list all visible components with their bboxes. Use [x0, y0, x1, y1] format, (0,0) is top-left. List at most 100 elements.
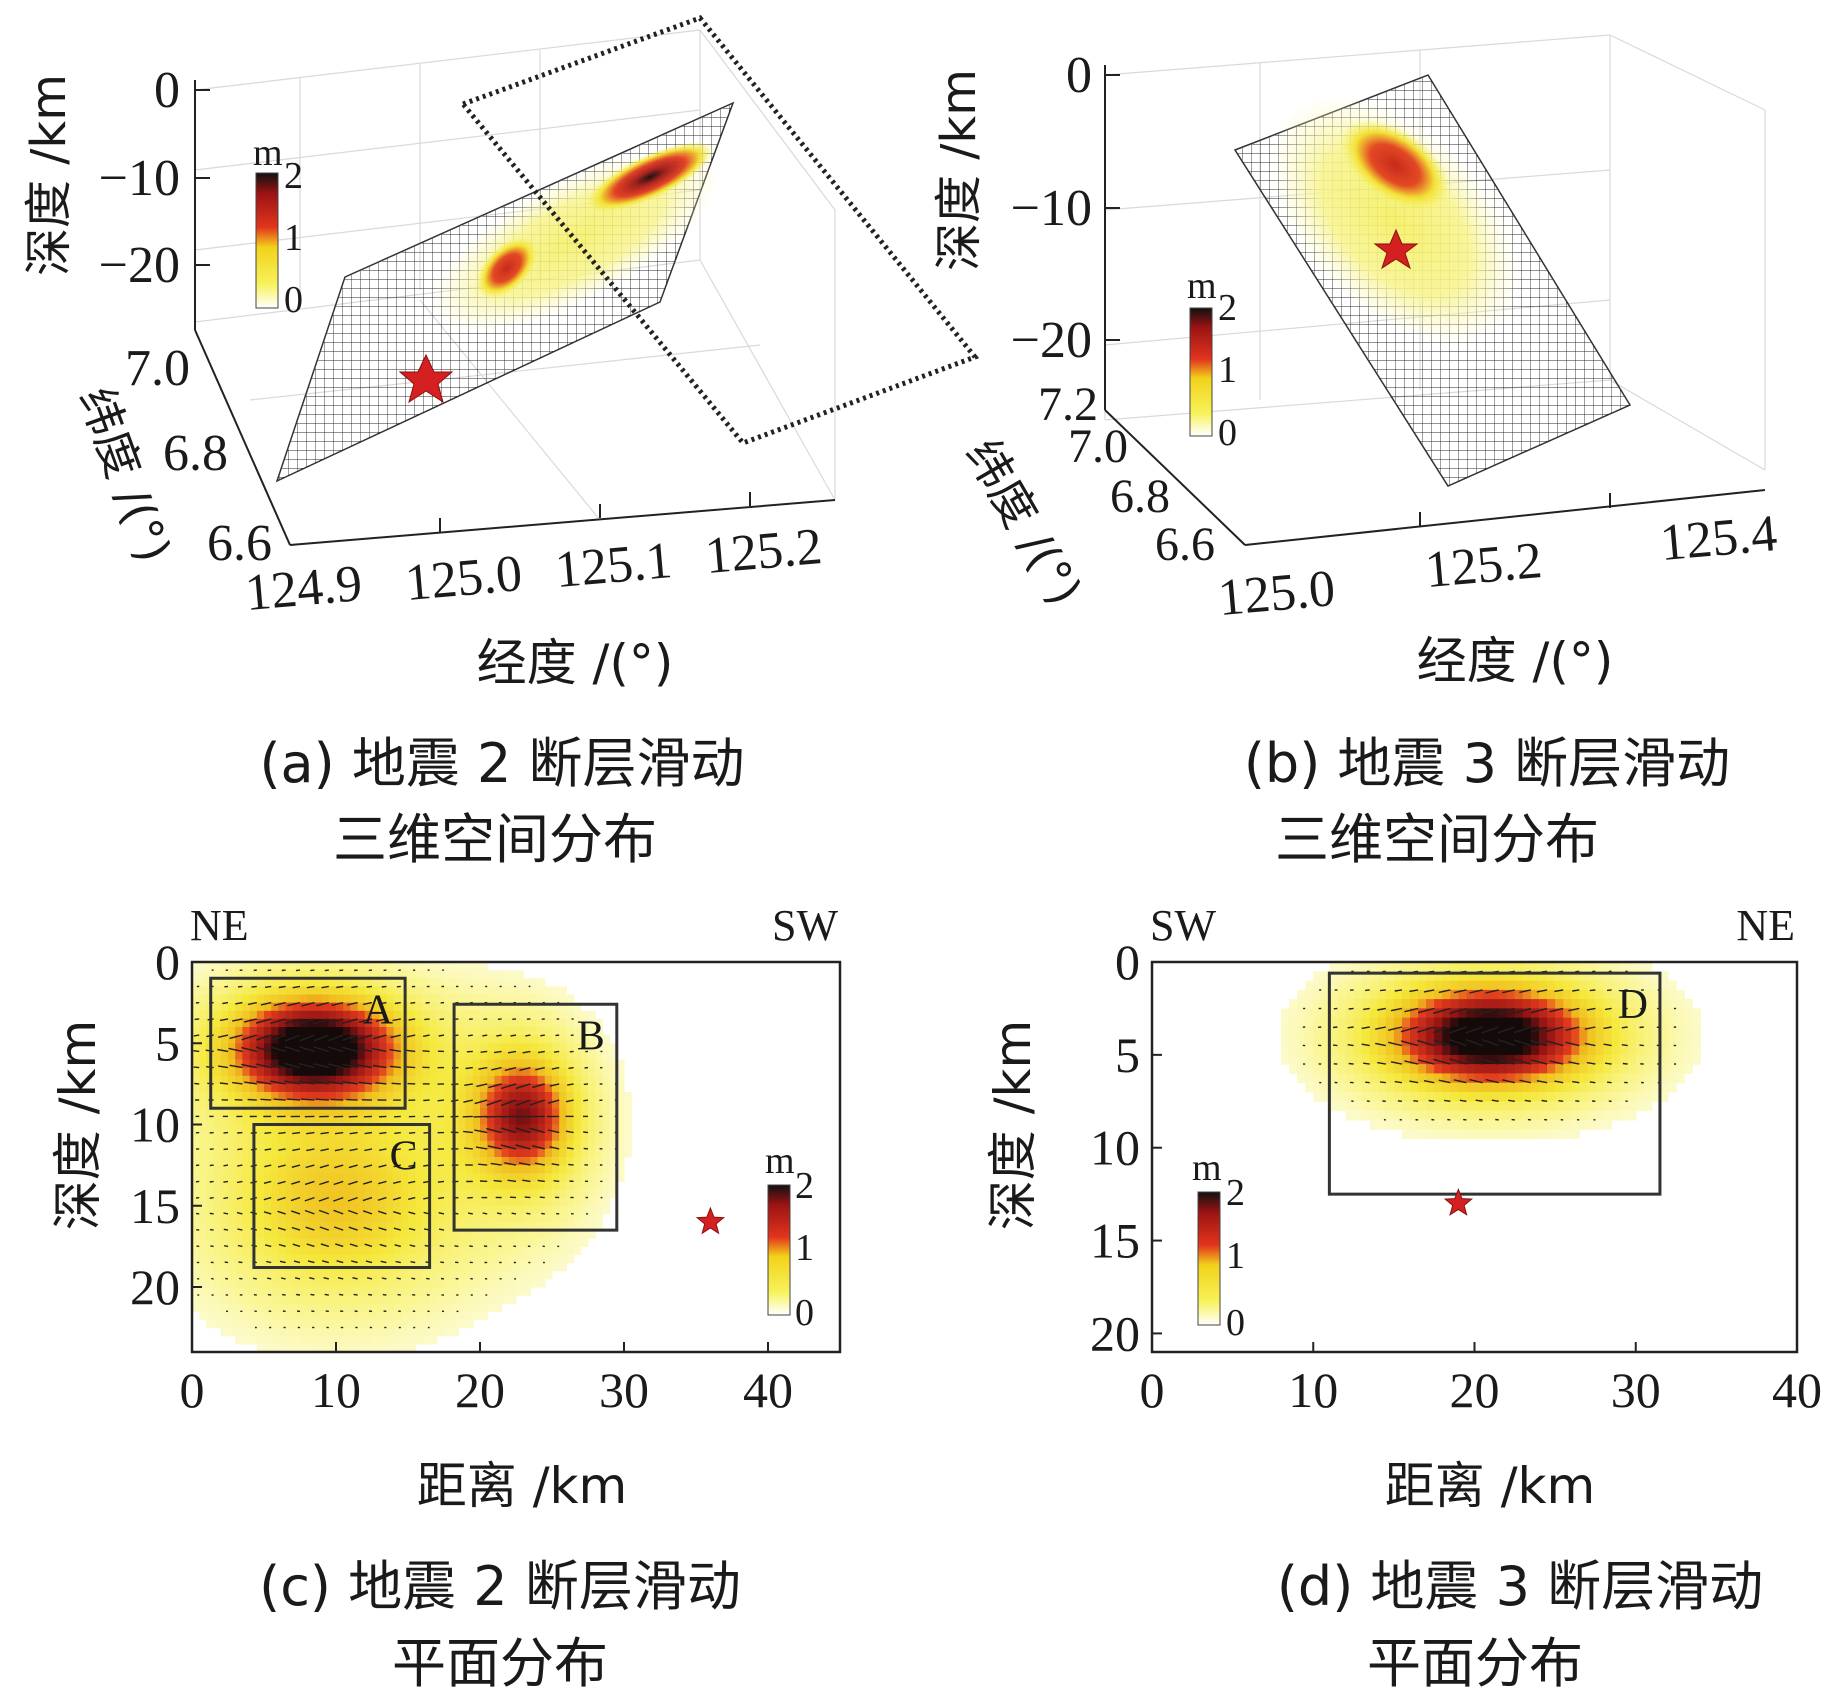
c-heat-cell — [444, 1010, 452, 1020]
c-heat-cell — [393, 1002, 402, 1012]
d-heat-cell — [1361, 1073, 1371, 1084]
c-heat-cell — [235, 1303, 243, 1312]
c-heat-cell — [242, 1173, 251, 1182]
panel-d-left-label: SW — [1150, 901, 1216, 950]
c-heat-cell — [379, 1035, 387, 1044]
c-heat-cell — [429, 1230, 438, 1239]
d-heat-cell — [1321, 1082, 1330, 1093]
d-heat-cell — [1668, 1008, 1677, 1019]
d-heat-cell — [1426, 1129, 1435, 1139]
c-heat-cell — [487, 1108, 495, 1117]
d-heat-cell — [1305, 1073, 1314, 1084]
d-heat-cell — [1401, 1064, 1411, 1074]
c-heat-cell — [314, 1335, 323, 1345]
c-heat-cell — [444, 1075, 452, 1085]
d-slip-vector — [1465, 1026, 1483, 1034]
d-heat-cell — [1659, 1092, 1669, 1102]
c-slip-vector — [318, 1209, 330, 1215]
d-heat-cell — [1522, 1110, 1532, 1121]
c-heat-cell — [487, 1213, 495, 1223]
c-heat-cell — [372, 1165, 380, 1174]
c-slip-vector — [526, 1212, 531, 1215]
c-heat-cell — [249, 1059, 258, 1069]
d-heat-cell — [1434, 1082, 1443, 1093]
c-heat-cell — [444, 1124, 452, 1134]
c-heat-cell — [494, 1148, 503, 1158]
d-x-tick-label: 20 — [1450, 1362, 1500, 1418]
c-heat-cell — [393, 1132, 402, 1142]
c-heat-cell — [285, 1230, 294, 1239]
d-slip-vector — [1513, 1058, 1532, 1065]
c-heat-cell — [292, 1018, 301, 1028]
c-slip-vector — [301, 1001, 315, 1007]
c-heat-cell — [422, 1035, 431, 1044]
d-heat-cell — [1474, 1101, 1484, 1112]
c-heat-cell — [192, 1027, 200, 1036]
c-slip-vector — [549, 1146, 560, 1150]
d-heat-cell — [1401, 1036, 1411, 1047]
d-heat-cell — [1337, 1036, 1347, 1047]
c-slip-vector — [342, 1046, 358, 1053]
c-heat-cell — [364, 994, 373, 1004]
c-heat-cell — [508, 1270, 517, 1280]
d-heat-cell — [1313, 1017, 1322, 1028]
c-slip-vector — [363, 1226, 373, 1231]
c-heat-cell — [357, 1043, 366, 1052]
c-slip-vector — [478, 1066, 488, 1070]
c-heat-cell — [537, 1010, 546, 1020]
c-heat-cell — [616, 1059, 625, 1069]
c-heat-cell — [228, 1278, 236, 1288]
d-heat-cell — [1369, 1110, 1379, 1121]
c-slip-vector — [348, 1180, 358, 1186]
c-heat-cell — [415, 1018, 423, 1028]
d-heat-cell — [1458, 1027, 1468, 1037]
c-heat-cell — [357, 1075, 366, 1085]
c-heat-cell — [444, 1157, 452, 1166]
c-heat-cell — [429, 1278, 438, 1288]
d-heat-cell — [1539, 999, 1548, 1009]
c-heat-cell — [328, 1067, 337, 1077]
c-heat-cell — [271, 1051, 279, 1061]
d-heat-cell — [1418, 1064, 1427, 1074]
c-heat-cell — [544, 1043, 553, 1052]
d-heat-cell — [1321, 989, 1330, 1000]
d-heat-cell — [1434, 1110, 1443, 1121]
c-heat-cell — [429, 1262, 438, 1272]
d-slip-vector — [1565, 1041, 1580, 1047]
c-heat-cell — [220, 1132, 229, 1142]
c-heat-cell — [523, 1262, 531, 1272]
c-heat-cell — [552, 1140, 560, 1150]
c-heat-cell — [278, 1132, 287, 1142]
c-heat-cell — [415, 1254, 423, 1264]
c-heat-cell — [508, 1254, 517, 1264]
c-heat-cell — [199, 1010, 207, 1020]
c-heat-cell — [292, 1100, 301, 1109]
c-heat-cell — [350, 1116, 359, 1126]
c-heat-cell — [249, 1270, 258, 1280]
d-heat-cell — [1385, 971, 1395, 982]
c-heat-cell — [328, 994, 337, 1004]
c-heat-cell — [494, 1035, 503, 1044]
c-heat-cell — [393, 1197, 402, 1207]
c-heat-cell — [436, 1108, 445, 1117]
c-heat-cell — [314, 1092, 323, 1101]
d-heat-cell — [1579, 1101, 1588, 1112]
d-heat-cell — [1619, 1092, 1629, 1102]
c-heat-cell — [501, 1035, 510, 1044]
d-heat-cell — [1401, 1110, 1411, 1121]
c-slip-vector — [515, 1083, 531, 1090]
c-heat-cell — [530, 1051, 539, 1061]
d-slip-vector — [1549, 1007, 1564, 1013]
c-heat-cell — [235, 1287, 243, 1296]
c-heat-cell — [213, 1018, 222, 1028]
c-slip-vector — [277, 1164, 286, 1168]
c-heat-cell — [192, 1018, 200, 1028]
c-heat-cell — [422, 1059, 431, 1069]
c-heat-cell — [422, 1100, 431, 1109]
d-slip-vector — [1390, 1007, 1403, 1012]
c-heat-cell — [357, 1157, 366, 1166]
c-heat-cell — [537, 1173, 546, 1182]
c-heat-cell — [307, 1246, 315, 1256]
d-y-tick-label: 5 — [1115, 1027, 1140, 1083]
c-heat-cell — [544, 1140, 553, 1150]
